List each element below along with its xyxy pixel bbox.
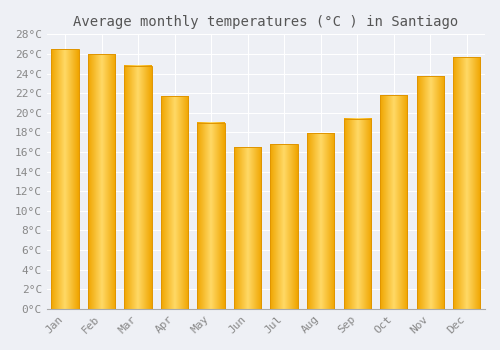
Title: Average monthly temperatures (°C ) in Santiago: Average monthly temperatures (°C ) in Sa… — [74, 15, 458, 29]
Bar — [270, 144, 298, 309]
Bar — [416, 77, 444, 309]
Bar — [198, 122, 225, 309]
Bar — [380, 95, 407, 309]
Bar — [234, 147, 262, 309]
Bar — [124, 66, 152, 309]
Bar — [161, 96, 188, 309]
Bar — [52, 49, 79, 309]
Bar — [88, 54, 116, 309]
Bar — [453, 57, 480, 309]
Bar — [344, 119, 371, 309]
Bar — [307, 133, 334, 309]
